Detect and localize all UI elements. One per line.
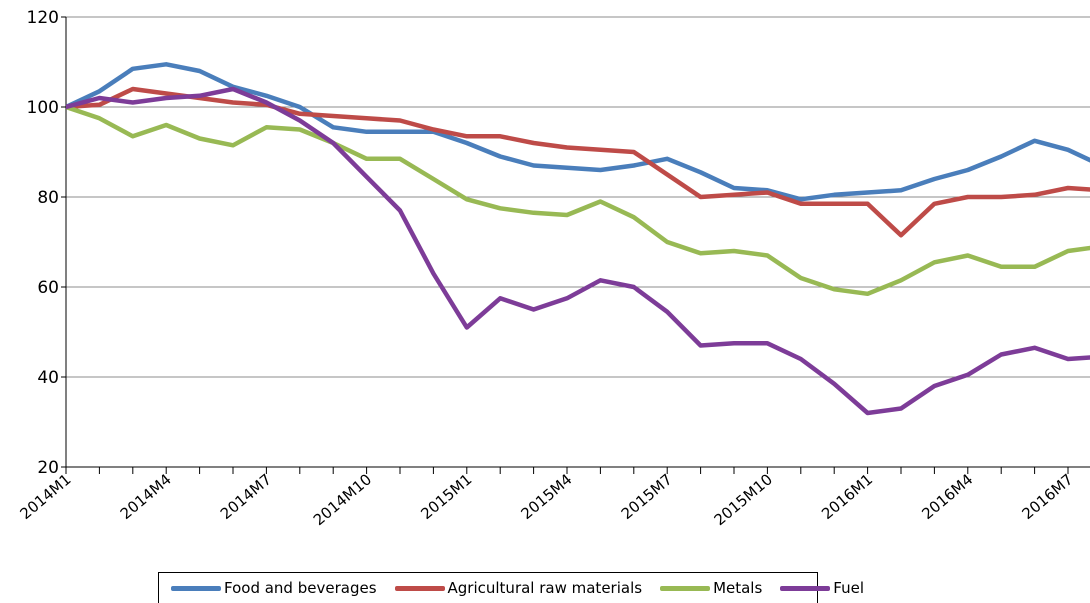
x-tick-label: 2014M7 xyxy=(217,470,275,523)
axes: 20 40 60 80 100 120 2014M1 2014M4 2014M7 2014M10 2… xyxy=(17,8,1090,529)
legend-swatch xyxy=(780,585,831,591)
series-line-metals xyxy=(66,104,1090,297)
series-lines xyxy=(66,62,1090,416)
y-tick-label: 20 xyxy=(37,458,59,478)
legend-swatch xyxy=(660,585,711,591)
x-tick-label: 2016M7 xyxy=(1019,470,1077,523)
series-line-agricultural-raw-materials xyxy=(66,86,1090,238)
y-tick-label: 100 xyxy=(27,98,59,118)
series-line-fuel xyxy=(66,86,1090,416)
legend-swatch xyxy=(394,585,445,591)
line-chart: 20 40 60 80 100 120 2014M1 2014M4 2014M7 2014M10 2… xyxy=(17,8,1090,529)
legend-swatch xyxy=(171,585,221,591)
gridlines xyxy=(66,16,1090,378)
x-tick-label: 2015M7 xyxy=(618,470,676,523)
legend-item: Agricultural raw materials xyxy=(394,579,643,597)
legend-label: Agricultural raw materials xyxy=(447,579,643,597)
legend-item: Fuel xyxy=(780,579,864,597)
y-tick-label: 60 xyxy=(37,278,59,298)
x-tick-label: 2016M4 xyxy=(918,470,976,523)
x-tick-label: 2016M1 xyxy=(818,470,876,523)
legend-label: Fuel xyxy=(833,579,865,597)
x-tick-label: 2014M10 xyxy=(310,470,375,529)
x-tick-label: 2014M1 xyxy=(17,470,75,523)
y-tick-label: 80 xyxy=(37,188,59,208)
y-tick-label: 40 xyxy=(37,368,59,388)
series-line-food-and-beverages xyxy=(66,62,1090,202)
legend-item: Metals xyxy=(660,579,762,597)
legend-label: Food and beverages xyxy=(224,579,377,597)
x-tick-label: 2015M10 xyxy=(711,470,776,529)
x-tick-label: 2015M1 xyxy=(417,470,475,523)
legend-label: Metals xyxy=(713,579,763,597)
x-tick-label: 2014M4 xyxy=(117,470,175,523)
legend-item: Food and beverages xyxy=(171,579,377,597)
x-tick-label: 2015M4 xyxy=(518,470,576,523)
legend: Food and beverages Agricultural raw mater… xyxy=(158,572,864,603)
y-tick-label: 120 xyxy=(27,8,59,28)
